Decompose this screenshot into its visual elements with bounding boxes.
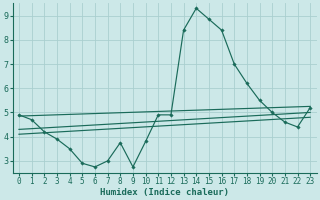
X-axis label: Humidex (Indice chaleur): Humidex (Indice chaleur) <box>100 188 229 197</box>
